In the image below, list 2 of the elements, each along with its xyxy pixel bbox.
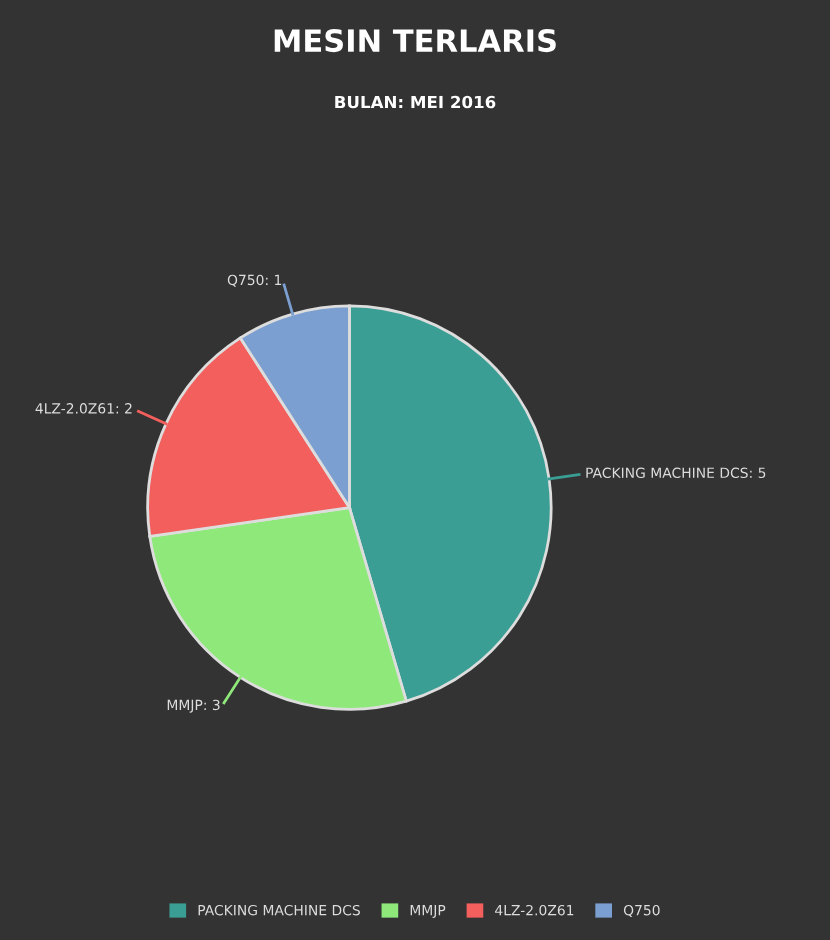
chart-title: MESIN TERLARIS — [274, 29, 556, 53]
chart-subtitle: BULAN: MEI 2016 — [335, 95, 496, 109]
